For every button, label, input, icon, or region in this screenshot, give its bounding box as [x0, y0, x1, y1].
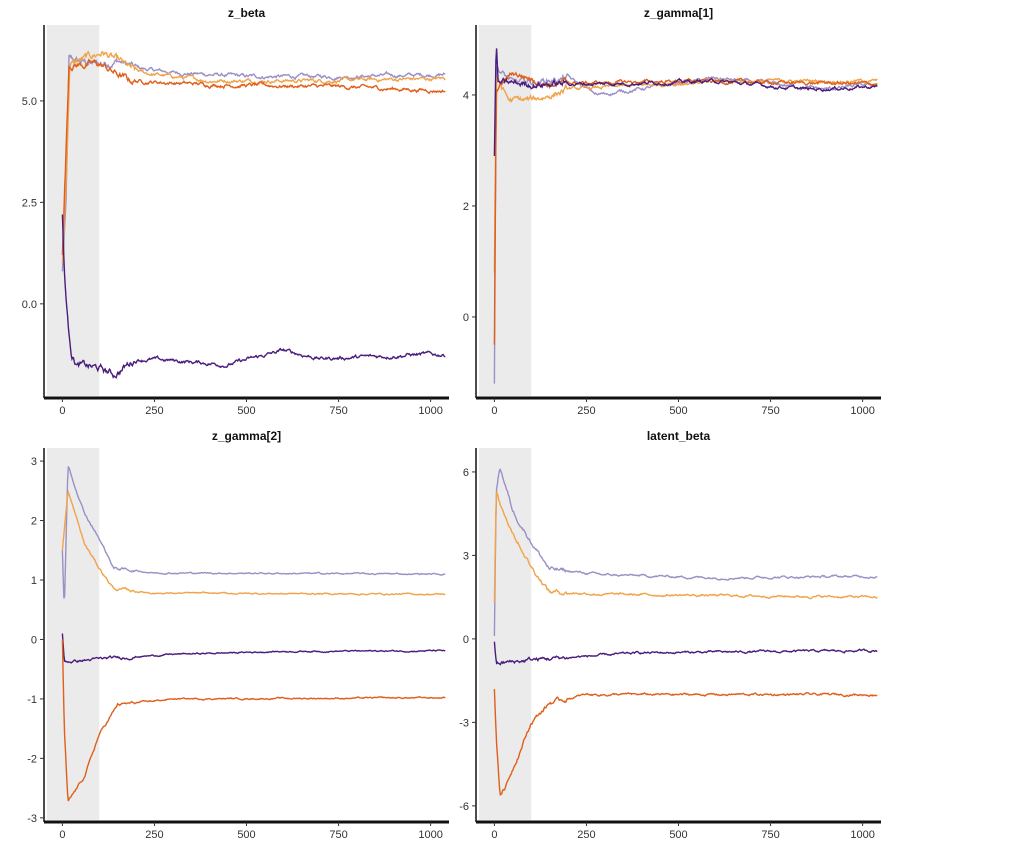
y-tick-label: 3 [31, 456, 37, 468]
trace-light-purple [61, 54, 446, 272]
trace-light-purple [61, 466, 446, 599]
warmup-band [479, 448, 532, 820]
x-tick-label: 250 [145, 829, 163, 841]
y-tick-label: -1 [27, 694, 37, 706]
panel-2: z_gamma[2] 0 250 500 750 1000 -3 -2 -1 0 1 2 3 [27, 429, 449, 841]
x-tick-label: 1000 [850, 405, 874, 417]
x-tick-label: 0 [491, 405, 497, 417]
x-tick-label: 0 [491, 829, 497, 841]
trace-light-orange [493, 76, 878, 273]
y-tick-label: 6 [463, 467, 469, 479]
y-tick-label: 0 [463, 634, 469, 646]
trace-dark-purple [61, 214, 446, 379]
y-tick-label: 2.5 [22, 197, 37, 209]
panel-0: z_beta 0 250 500 750 1000 0.0 2.5 5.0 [22, 6, 449, 417]
x-tick-label: 1000 [850, 829, 874, 841]
trace-dark-orange [493, 688, 878, 796]
warmup-band [479, 25, 532, 396]
x-tick-label: 750 [761, 829, 779, 841]
panel-3: latent_beta 0 250 500 750 1000 -6 -3 0 3 6 [459, 429, 881, 841]
trace-dark-purple [61, 633, 446, 664]
panel-title: z_beta [228, 6, 266, 20]
x-tick-label: 500 [237, 829, 255, 841]
x-tick-label: 250 [577, 405, 595, 417]
y-tick-label: 3 [463, 550, 469, 562]
y-tick-label: -3 [459, 717, 469, 729]
y-tick-label: -2 [27, 753, 37, 765]
y-tick-label: 4 [463, 90, 469, 102]
x-tick-label: 250 [577, 829, 595, 841]
x-tick-label: 500 [237, 405, 255, 417]
y-tick-label: 5.0 [22, 96, 37, 108]
x-tick-label: 250 [145, 405, 163, 417]
y-tick-label: -3 [27, 813, 37, 825]
trace-dark-purple [493, 48, 878, 157]
x-tick-label: 500 [669, 829, 687, 841]
x-tick-label: 750 [761, 405, 779, 417]
trace-dark-purple [493, 641, 878, 666]
trace-light-orange [493, 491, 878, 603]
panel-1: z_gamma[1] 0 250 500 750 1000 0 2 4 [463, 6, 881, 417]
x-tick-label: 0 [59, 829, 65, 841]
trace-dark-orange [61, 58, 446, 256]
x-tick-label: 750 [329, 405, 347, 417]
y-tick-label: 0 [463, 312, 469, 324]
y-tick-label: 2 [31, 516, 37, 528]
x-tick-label: 750 [329, 829, 347, 841]
trace-dark-orange [493, 71, 878, 345]
y-tick-label: 2 [463, 201, 469, 213]
x-tick-label: 0 [59, 405, 65, 417]
x-tick-label: 500 [669, 405, 687, 417]
x-tick-label: 1000 [418, 829, 442, 841]
trace-light-purple [493, 65, 878, 384]
trace-light-purple [493, 468, 878, 637]
y-tick-label: 0 [31, 634, 37, 646]
trace-light-orange [61, 489, 446, 596]
panel-title: z_gamma[1] [644, 6, 713, 20]
panel-title: z_gamma[2] [212, 429, 281, 443]
x-tick-label: 1000 [418, 405, 442, 417]
y-tick-label: 1 [31, 575, 37, 587]
warmup-band [47, 448, 100, 820]
y-tick-label: 0.0 [22, 299, 37, 311]
y-tick-label: -6 [459, 801, 469, 813]
panel-title: latent_beta [647, 429, 711, 443]
warmup-band [47, 25, 100, 396]
trace-dark-orange [61, 639, 446, 802]
